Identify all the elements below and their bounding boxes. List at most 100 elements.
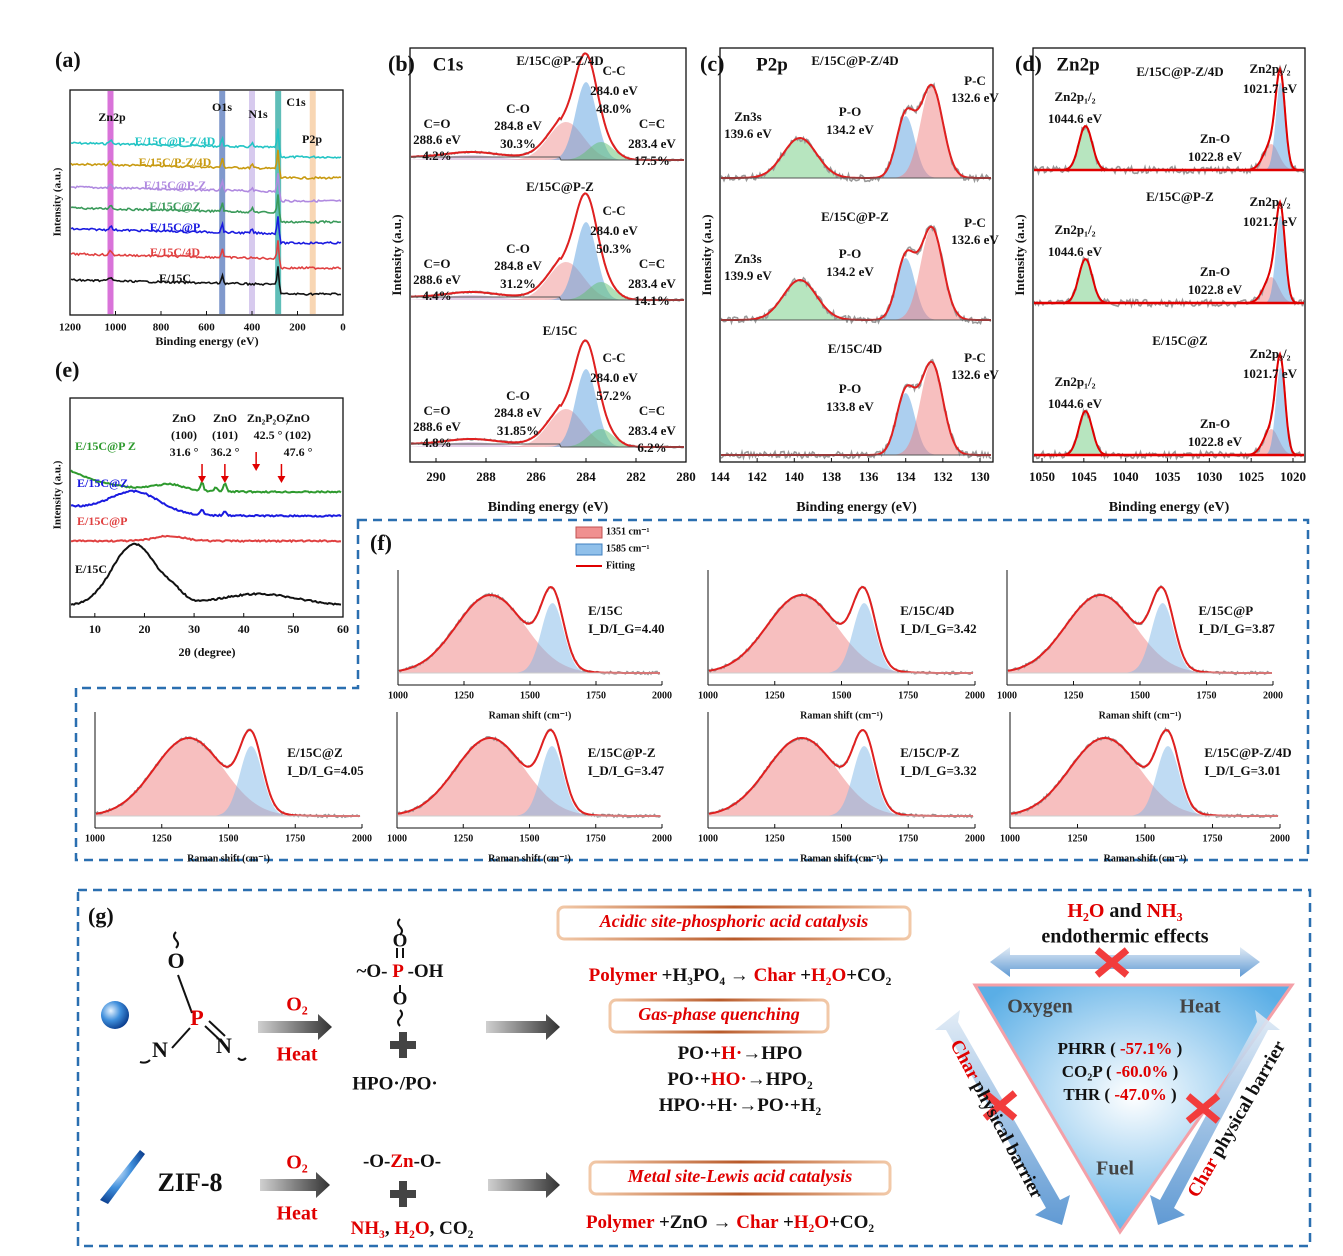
peak-label: P-O <box>839 381 861 396</box>
peak-label: C=O <box>424 403 451 418</box>
text-part: ) <box>1167 1085 1177 1104</box>
x-tick-label: 284 <box>576 469 596 484</box>
peak-label: 50.3% <box>596 241 632 256</box>
peak-label: 134.2 eV <box>826 264 874 279</box>
x-tick-label: 1000 <box>997 690 1017 701</box>
peak-label: C-C <box>602 203 625 218</box>
peak-label: Zn3s <box>734 251 761 266</box>
fit-peak <box>399 595 660 673</box>
baseline <box>411 296 684 301</box>
panel-frame <box>74 518 1310 862</box>
peak-label: 288.6 eV <box>413 132 461 147</box>
x-tick-label: 600 <box>198 322 215 334</box>
x-tick-label: 1000 <box>105 322 128 334</box>
text-part: Char <box>736 1212 779 1233</box>
ratio-label: I_D/I_G=4.40 <box>588 621 664 636</box>
text-part: + <box>795 965 811 986</box>
x-tick-label: 200 <box>289 322 306 334</box>
peak-label: 139.6 eV <box>724 126 772 141</box>
sample-label: E/15C@P-Z <box>1146 189 1214 204</box>
process-arrow <box>486 1014 560 1040</box>
peak-label: C=C <box>639 256 665 271</box>
series-label: E/15C@Z <box>149 199 200 213</box>
x-tick-label: 290 <box>426 469 446 484</box>
peak-annotation: Zn₂P₂O₇ <box>247 411 290 425</box>
reaction-box <box>556 905 912 1196</box>
peak-label: Zn-O <box>1200 131 1230 146</box>
arrow-head <box>277 476 286 483</box>
plot-frame <box>69 397 344 618</box>
peak-label: 57.2% <box>596 388 632 403</box>
peak-label: 14.1% <box>634 293 670 308</box>
x-tick-label: 282 <box>626 469 646 484</box>
text-part: -47.0% <box>1114 1085 1166 1104</box>
peak-label: 1044.6 eV <box>1048 396 1103 411</box>
text-part: Char <box>754 965 797 986</box>
x-axis-label: Binding energy (eV) <box>1109 500 1230 515</box>
sample-label: E/15C/4D <box>828 341 882 356</box>
sample-label: E/15C <box>588 603 623 618</box>
y-axis-label: Intensity (a.u.) <box>699 214 714 295</box>
text-part: HPO·+H·→PO·+H₂ <box>659 1095 822 1116</box>
xrd-pattern <box>70 489 342 518</box>
peak-label: 284.8 eV <box>494 405 542 420</box>
x-tick-label: 1250 <box>765 690 785 701</box>
peak-label: C-O <box>506 388 530 403</box>
peak-label: 1044.6 eV <box>1048 111 1103 126</box>
sample-label: E/15C@P-Z/4D <box>811 53 898 68</box>
peak-label: 132.6 eV <box>951 232 999 247</box>
peak-label: Zn2p₁/₂ <box>1054 222 1095 237</box>
peak-label: Zn2p <box>98 110 126 124</box>
x-tick-label: 136 <box>859 469 879 484</box>
effect-label: endothermic effects <box>1041 926 1208 948</box>
peak-label: 1021.7 eV <box>1243 81 1298 96</box>
panel-label: (f) <box>370 530 392 555</box>
fit-peak <box>709 738 973 816</box>
text-part: H· <box>721 1043 742 1064</box>
fit-peak <box>411 409 684 447</box>
sample-label: E/15C/4D <box>900 603 954 618</box>
text-part: H₂O <box>394 1218 429 1239</box>
peak-label: 17.5% <box>634 153 670 168</box>
peak-label: Zn2p₃/₂ <box>1249 61 1290 76</box>
sphere-icon <box>101 1001 129 1029</box>
x-tick-label: 1500 <box>219 833 239 844</box>
baseline <box>411 443 684 448</box>
sample-label: E/15C@P-Z <box>821 209 889 224</box>
peak-label: C=C <box>639 116 665 131</box>
peak-label: 133.8 eV <box>826 399 874 414</box>
peak-label: C-O <box>506 101 530 116</box>
x-tick-label: 0 <box>340 322 346 334</box>
text-part: H₂O <box>794 1212 829 1233</box>
fit-peak <box>411 262 684 300</box>
text-part: and <box>1104 900 1146 922</box>
peak-label: 139.9 eV <box>724 268 772 283</box>
x-tick-label: 1030 <box>1196 469 1222 484</box>
peak-annotation: 36.2 ° <box>211 445 240 459</box>
text-part: H₂O <box>1067 900 1104 922</box>
triangle-label: Oxygen <box>1007 996 1073 1018</box>
peak-label: 6.2% <box>637 440 666 455</box>
arrow-head <box>220 476 229 483</box>
x-tick-label: 2000 <box>652 833 672 844</box>
peak-label: Zn2p₃/₂ <box>1249 194 1290 209</box>
series-label: E/15C <box>75 562 107 576</box>
series-label: E/15C@P Z <box>75 439 136 453</box>
peak-label: 1022.8 eV <box>1188 282 1243 297</box>
xps-survey <box>70 240 342 270</box>
panel-label: (e) <box>55 357 79 382</box>
x-tick-label: 132 <box>933 469 953 484</box>
peak-label: 284.0 eV <box>590 83 638 98</box>
x-tick-label: 1750 <box>586 833 606 844</box>
peak-label: P2p <box>302 132 322 146</box>
x-tick-label: 1750 <box>898 833 918 844</box>
rich-text: NH₃, H₂O, CO₂ <box>351 1218 474 1239</box>
ratio-label: I_D/I_G=4.05 <box>287 763 364 778</box>
text-part: Polymer <box>589 965 658 986</box>
xps-survey <box>70 194 342 224</box>
cross-mark <box>982 947 1221 1124</box>
sample-label: E/15C@P <box>1199 603 1254 618</box>
x-tick-label: 20 <box>138 622 150 636</box>
text-part: PO·+ <box>667 1069 711 1090</box>
peak-annotation: ZnO <box>286 411 310 425</box>
